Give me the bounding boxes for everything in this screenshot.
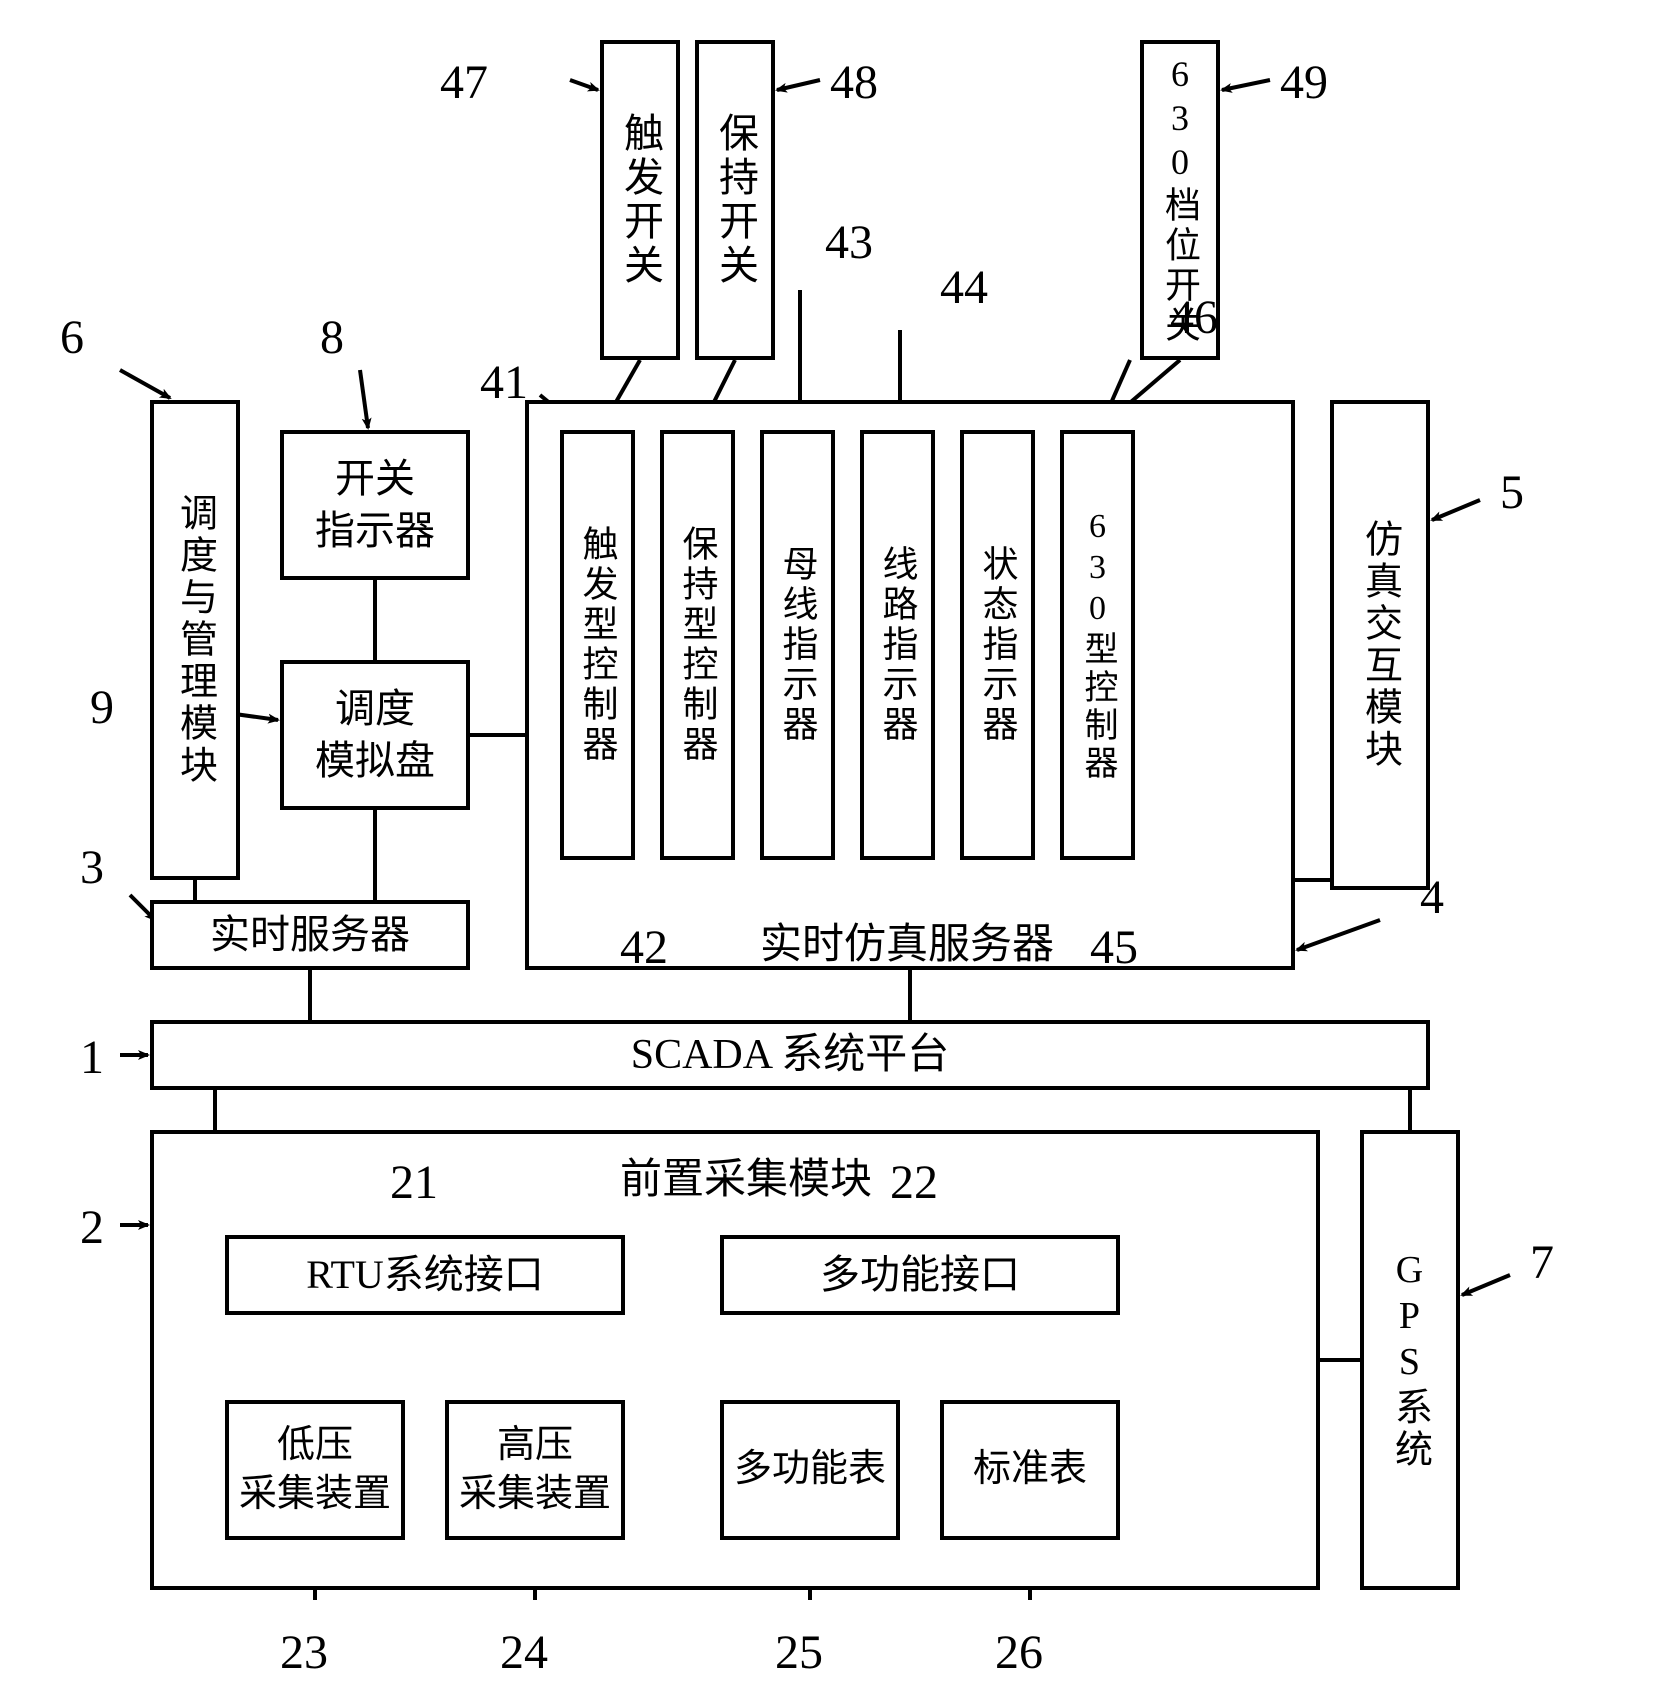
box-label-b46: 630型控制器 (1073, 508, 1122, 783)
box-b46: 630型控制器 (1060, 430, 1135, 860)
box-b1: SCADA 系统平台 (150, 1020, 1430, 1090)
box-label-b47: 触发开关 (611, 112, 669, 288)
ref-n41: 41 (480, 355, 528, 410)
box-b25: 多功能表 (720, 1400, 900, 1540)
box-label-b42: 保持型控制器 (672, 525, 724, 765)
box-b21: RTU系统接口 (225, 1235, 625, 1315)
box-b47: 触发开关 (600, 40, 680, 360)
box-b42: 保持型控制器 (660, 430, 735, 860)
box-b44: 线路指示器 (860, 430, 935, 860)
box-b7: GPS系统 (1360, 1130, 1460, 1590)
ref-n44: 44 (940, 260, 988, 315)
box-label-b23: 低压采集装置 (239, 1421, 391, 1520)
box-label-b41: 触发型控制器 (572, 525, 624, 765)
box-b24: 高压采集装置 (445, 1400, 625, 1540)
box-b22: 多功能接口 (720, 1235, 1120, 1315)
ref-n5: 5 (1500, 465, 1524, 520)
ref-n9: 9 (90, 680, 114, 735)
box-b26: 标准表 (940, 1400, 1120, 1540)
box-label-b9: 调度模拟盘 (315, 683, 435, 787)
label-b4: 实时仿真服务器 (760, 910, 1054, 971)
ref-n6: 6 (60, 310, 84, 365)
box-label-b44: 线路指示器 (872, 545, 924, 745)
ref-n2: 2 (80, 1200, 104, 1255)
box-b23: 低压采集装置 (225, 1400, 405, 1540)
ref-n43: 43 (825, 215, 873, 270)
ref-n22: 22 (890, 1155, 938, 1210)
ref-n21: 21 (390, 1155, 438, 1210)
box-label-b22: 多功能接口 (820, 1249, 1020, 1301)
box-b3: 实时服务器 (150, 900, 470, 970)
box-b45: 状态指示器 (960, 430, 1035, 860)
box-label-b21: RTU系统接口 (306, 1249, 544, 1301)
label-b2: 前置采集模块 (620, 1145, 872, 1206)
ref-n24: 24 (500, 1625, 548, 1680)
box-label-b24: 高压采集装置 (459, 1421, 611, 1520)
box-label-b7: GPS系统 (1383, 1249, 1438, 1471)
ref-n48: 48 (830, 55, 878, 110)
box-label-b5: 仿真交互模块 (1353, 519, 1408, 771)
box-label-b45: 状态指示器 (972, 545, 1024, 745)
ref-n46: 46 (1170, 290, 1218, 345)
box-b43: 母线指示器 (760, 430, 835, 860)
ref-n45: 45 (1090, 920, 1138, 975)
ref-n47: 47 (440, 55, 488, 110)
ref-n4: 4 (1420, 870, 1444, 925)
box-b9: 调度模拟盘 (280, 660, 470, 810)
box-label-b3: 实时服务器 (210, 909, 410, 961)
box-label-b48: 保持开关 (706, 112, 764, 288)
box-b6: 调度与管理模块 (150, 400, 240, 880)
ref-n7: 7 (1530, 1235, 1554, 1290)
ref-n3: 3 (80, 840, 104, 895)
box-b48: 保持开关 (695, 40, 775, 360)
ref-n8: 8 (320, 310, 344, 365)
ref-n42: 42 (620, 920, 668, 975)
box-label-b26: 标准表 (973, 1445, 1087, 1494)
box-label-b1: SCADA 系统平台 (631, 1028, 950, 1083)
box-b5: 仿真交互模块 (1330, 400, 1430, 890)
ref-n49: 49 (1280, 55, 1328, 110)
box-label-b6: 调度与管理模块 (168, 493, 223, 787)
ref-n25: 25 (775, 1625, 823, 1680)
ref-n26: 26 (995, 1625, 1043, 1680)
box-label-b43: 母线指示器 (772, 545, 824, 745)
box-b41: 触发型控制器 (560, 430, 635, 860)
ref-n1: 1 (80, 1030, 104, 1085)
box-label-b25: 多功能表 (734, 1445, 886, 1494)
box-label-b8: 开关指示器 (315, 453, 435, 557)
box-b8: 开关指示器 (280, 430, 470, 580)
ref-n23: 23 (280, 1625, 328, 1680)
